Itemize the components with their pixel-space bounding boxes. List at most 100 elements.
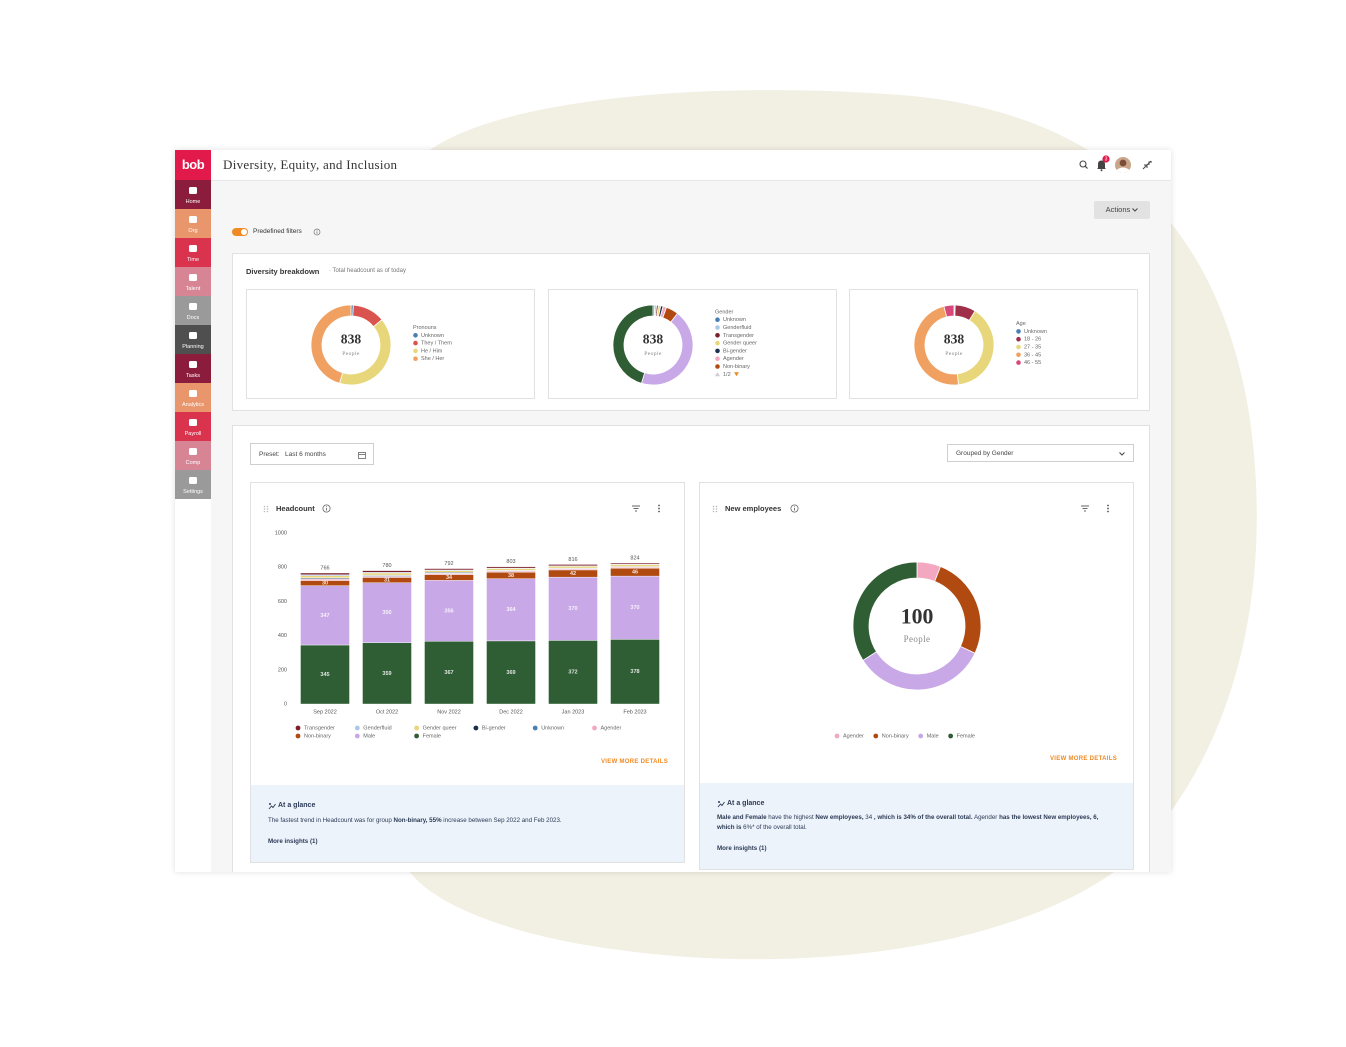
center-value: 838: [944, 331, 965, 346]
bar-segment: [486, 578, 536, 642]
nav-item[interactable]: Payroll: [175, 412, 211, 441]
data-label: 356: [444, 608, 453, 614]
data-label: 364: [506, 607, 516, 613]
nav-item[interactable]: Tasks: [175, 354, 211, 383]
glance-text-part: , which is 34% of the overall total.: [873, 814, 973, 821]
nav-item[interactable]: Home: [175, 180, 211, 209]
nav-item[interactable]: Comp: [175, 441, 211, 470]
donut-chart: 838 People Gender Unknown Genderfluid Transge…: [612, 304, 757, 386]
gender-card: 838 People Gender Unknown Genderfluid Transge…: [548, 289, 837, 399]
data-label: 369: [506, 670, 515, 676]
data-label: 345: [320, 672, 329, 678]
legend-label: Transgender: [304, 725, 335, 731]
legend-swatch: [1016, 352, 1021, 358]
x-tick-label: Nov 2022: [437, 709, 461, 715]
data-label: 370: [630, 605, 639, 611]
legend-swatch: [413, 356, 418, 361]
nav-item[interactable]: Docs: [175, 296, 211, 325]
chart-title: New employees: [725, 504, 782, 513]
bell-icon[interactable]: [1097, 160, 1106, 172]
legend-swatch: [295, 733, 301, 739]
drag-handle[interactable]: [712, 505, 718, 513]
nav-icon: [189, 216, 197, 223]
legend-swatch: [413, 340, 418, 346]
y-tick-label: 200: [278, 667, 287, 673]
nav-item[interactable]: Settings: [175, 470, 211, 499]
info-icon[interactable]: [790, 504, 799, 513]
legend-label: Unknown: [1024, 329, 1047, 335]
legend-label: Bi-gender: [482, 725, 506, 731]
page-title: Diversity, Equity, and Inclusion: [223, 157, 398, 172]
x-tick-label: Sep 2022: [313, 709, 337, 715]
data-label: 42: [570, 571, 576, 577]
nav-item[interactable]: Analytics: [175, 383, 211, 412]
info-icon[interactable]: [322, 504, 331, 513]
legend-swatch: [715, 317, 720, 322]
glance-text-part: The fastest trend in Headcount was for g…: [268, 817, 394, 824]
donut-segment: [943, 304, 955, 318]
glance-text-part: has the lowest New employees, 6, which i…: [717, 814, 1099, 831]
nav-icon: [189, 448, 197, 455]
legend-label: Agender: [601, 725, 622, 731]
glance-title: At a glance: [727, 800, 765, 807]
data-label: 46: [632, 570, 638, 576]
more-insights[interactable]: More insights (1): [268, 838, 318, 845]
nav-item[interactable]: Org: [175, 209, 211, 238]
calendar-icon: [358, 452, 366, 459]
legend-swatch: [918, 733, 924, 739]
drag-handle[interactable]: [263, 505, 269, 513]
pager-down[interactable]: [734, 372, 739, 377]
badge-count: 3: [1105, 157, 1108, 163]
legend-label: 46 - 55: [1024, 360, 1041, 366]
actions-label: Actions: [1105, 205, 1131, 214]
nav-label: Time: [186, 257, 200, 263]
header-icons: 3: [1079, 155, 1152, 173]
toggle[interactable]: [232, 227, 252, 237]
card-tools[interactable]: [631, 504, 671, 514]
pager-up[interactable]: [715, 372, 720, 377]
glance-text: Male and Female have the highest New emp…: [717, 813, 1117, 832]
age-card: 838 People Age Unknown 18 - 26 27 - 35 36 - 45…: [849, 289, 1138, 399]
data-label: 347: [320, 613, 329, 619]
glance-text-part: 6%* of the overall total.: [741, 823, 807, 831]
data-label: 30: [322, 581, 328, 587]
more-insights[interactable]: More insights (1): [717, 845, 767, 852]
y-tick-label: 1000: [275, 530, 287, 536]
nav-item[interactable]: Planning: [175, 325, 211, 354]
preset-dropdown[interactable]: Preset: Last 6 months: [250, 443, 374, 465]
nav-item[interactable]: Time: [175, 238, 211, 267]
total-label: 780: [382, 563, 391, 569]
nav-icon: [189, 245, 197, 252]
collapse-icon[interactable]: [1142, 160, 1152, 170]
logo[interactable]: bob: [175, 150, 211, 180]
group-label: Grouped by Gender: [956, 450, 1014, 457]
bar-segment: [424, 568, 474, 571]
legend-swatch: [532, 725, 538, 731]
search-icon[interactable]: [1079, 160, 1088, 169]
info-icon[interactable]: [313, 228, 321, 236]
group-dropdown[interactable]: Grouped by Gender: [947, 444, 1134, 462]
sidebar: bob Home Org Time Talent Docs Planning Tasks An…: [175, 150, 211, 872]
nav-icon: [189, 187, 197, 194]
y-tick-label: 800: [278, 565, 287, 571]
glance-text-part: New employees,: [815, 814, 864, 821]
nav-label: Org: [188, 228, 198, 234]
bar-segment: [300, 578, 350, 581]
preset-value: Last 6 months: [285, 451, 326, 458]
nav-item[interactable]: Talent: [175, 267, 211, 296]
view-more-link[interactable]: VIEW MORE DETAILS: [1050, 756, 1117, 762]
card-tools[interactable]: [1080, 504, 1120, 514]
legend-label: 36 - 45: [1024, 352, 1041, 358]
glance-text: The fastest trend in Headcount was for g…: [268, 816, 668, 826]
center-label: People: [904, 634, 931, 644]
actions-button[interactable]: Actions: [1094, 201, 1150, 219]
legend-swatch: [473, 725, 479, 731]
bar-segment: [548, 566, 598, 569]
avatar[interactable]: [1115, 157, 1131, 173]
bar-segment: [300, 572, 350, 575]
bar-segment: [610, 564, 660, 567]
view-more-link[interactable]: VIEW MORE DETAILS: [601, 759, 668, 765]
trends-card: Preset: Last 6 months Grouped by Gender …: [232, 425, 1150, 872]
